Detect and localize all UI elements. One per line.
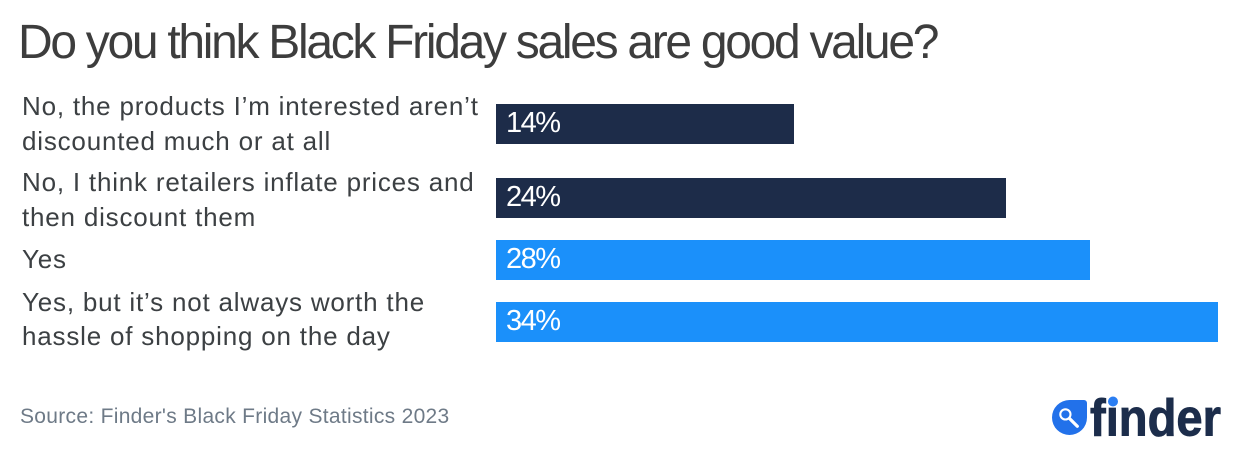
svg-text:fınder: fınder xyxy=(1090,392,1221,442)
